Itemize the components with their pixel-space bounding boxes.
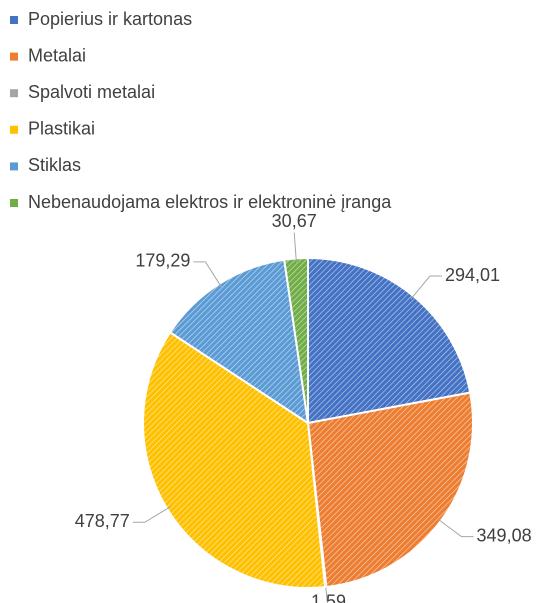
- data-label: 1,59: [311, 592, 346, 603]
- legend-marker: [10, 52, 18, 61]
- legend-label: Stiklas: [28, 155, 81, 175]
- legend-marker: [10, 162, 18, 171]
- leader-line: [293, 232, 297, 263]
- legend: Popierius ir kartonas Metalai Spalvoti met…: [10, 9, 392, 212]
- data-label: 294,01: [445, 265, 500, 285]
- legend-marker: [10, 125, 18, 134]
- legend-label: Popierius ir kartonas: [28, 9, 192, 29]
- data-label: 349,08: [477, 525, 532, 545]
- pie: 294,01 349,08 1,59 478,77 179,29 30,67: [75, 211, 532, 603]
- data-label: 179,29: [135, 251, 190, 271]
- legend-label: Metalai: [28, 45, 86, 65]
- legend-label: Spalvoti metalai: [28, 82, 155, 102]
- leader-line: [132, 506, 171, 523]
- legend-marker: [10, 89, 18, 98]
- leader-line: [437, 518, 474, 538]
- data-label: 30,67: [272, 211, 317, 231]
- legend-marker: [10, 16, 18, 24]
- legend-marker: [10, 199, 18, 207]
- pie-slice: [306, 391, 474, 589]
- legend-label: Plastikai: [28, 119, 95, 139]
- leader-line: [410, 275, 442, 300]
- data-label: 478,77: [75, 511, 130, 531]
- legend-label: Nebenaudojama elektros ir elektroninė įr…: [28, 192, 392, 212]
- leader-line: [193, 261, 222, 288]
